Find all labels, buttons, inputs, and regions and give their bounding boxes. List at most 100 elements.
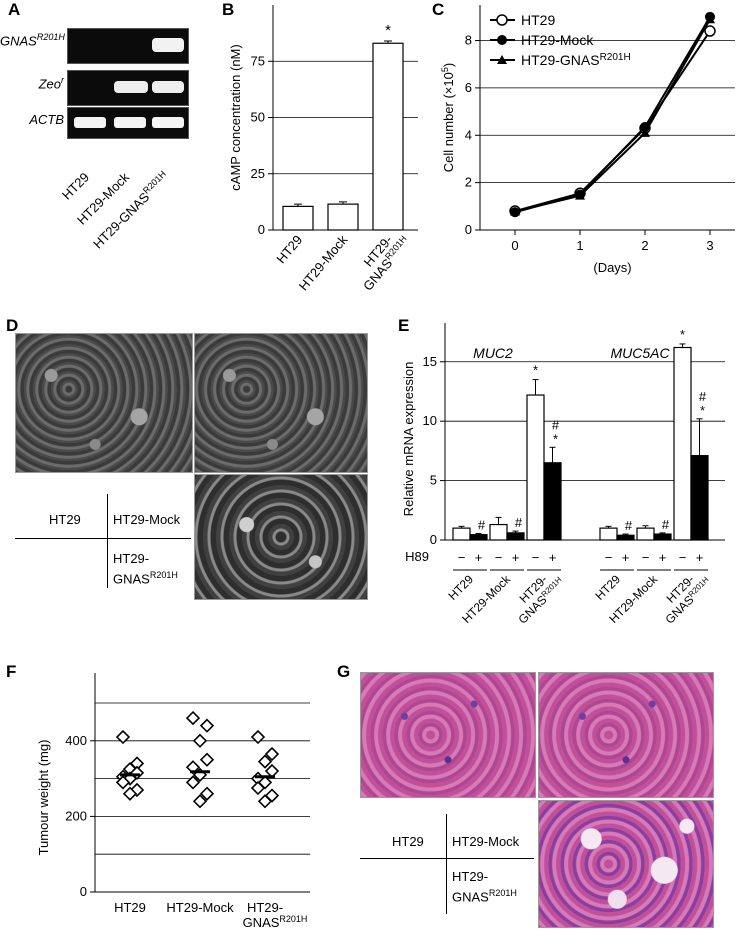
panel-label-a: A: [8, 0, 21, 19]
bar-e-0-2-plus: [543, 462, 562, 541]
ylabel-e: Relative mRNA expression: [401, 362, 416, 517]
gel-lane-gnas: [67, 28, 189, 64]
xtick-label-c-1: 1: [576, 238, 583, 253]
ylabel-f: Tumour weight (mg): [36, 740, 51, 856]
point-f-1-6: [185, 775, 201, 790]
bar-e-0-0-plus: [469, 534, 488, 541]
ytick-label-e-1: 5: [430, 473, 437, 488]
bar-b-0: [282, 205, 314, 231]
gel-band-actb-2: [114, 117, 146, 128]
bar-e-1-0-minus: [599, 527, 618, 541]
gel-row-label-zeo: Zeor: [38, 75, 64, 92]
point-f-1-0: [185, 710, 201, 726]
ytick-label-e-2: 10: [423, 413, 437, 428]
ytick-label-f-0: 0: [80, 884, 87, 899]
panel-label-d: D: [6, 316, 19, 335]
bar-e-0-2-minus: [526, 394, 545, 541]
legend-label-c-2-sup: R201H: [600, 52, 631, 63]
ytick-label-b-2: 50: [251, 110, 265, 125]
ytick-label-b-0: 0: [258, 222, 265, 237]
mark-e-0-0-plus: #: [478, 517, 486, 532]
mark-e-0-2-minus: *: [533, 363, 538, 378]
point-f-1-3: [199, 752, 215, 767]
gel-lane-actb: [67, 107, 189, 139]
micrograph-d-gnas: [194, 474, 368, 600]
key-d-ht29: HT29: [49, 512, 81, 527]
key-d-hline: [15, 538, 191, 539]
key-d-vline: [107, 494, 108, 588]
legend-label-c-2: HT29-GNASR201H: [521, 52, 631, 69]
legend-label-c-0: HT29: [521, 12, 555, 28]
bar-b-2: [372, 42, 404, 231]
point-f-1-8: [192, 794, 208, 809]
point-c-0-3: [704, 25, 716, 37]
mark-e-0-1-plus: #: [515, 515, 523, 530]
treat-e-1-2-plus: +: [696, 550, 704, 565]
ytick-label-b-1: 25: [251, 166, 265, 181]
gel-band-zeo-2: [114, 81, 148, 93]
micrograph-g-gnas: [538, 800, 714, 928]
xtick-label-b-2: HT29-GNASR201H: [360, 232, 409, 293]
xtick-label-f-2-l2: GNASR201H: [243, 914, 308, 930]
point-f-0-8: [122, 786, 138, 801]
treatment-label-e: H89: [405, 549, 429, 564]
key-g-vline: [446, 814, 447, 914]
treat-e-0-0-plus: +: [475, 550, 483, 565]
key-g-mock: HT29-Mock: [452, 834, 520, 849]
gene-label-e-0: MUC2: [473, 345, 513, 361]
mark-e-1-2-minus: *: [680, 327, 685, 342]
xtick-label-b-0: HT29: [273, 232, 305, 266]
point-f-2-8: [257, 794, 273, 809]
legend-label-c-2-main: HT29-GNAS: [521, 52, 600, 68]
point-f-2-6: [250, 780, 266, 796]
micrograph-g-ht29: [360, 672, 536, 798]
xtick-label-c-2: 2: [641, 238, 648, 253]
point-f-0-0: [115, 729, 131, 745]
gel-band-actb-1: [74, 117, 106, 128]
treat-e-0-0-minus: −: [458, 550, 466, 565]
legend-label-c-0-main: HT29: [521, 12, 555, 28]
key-d-mock: HT29-Mock: [113, 512, 181, 527]
mark-e-1-2-plus-1: #: [699, 389, 707, 404]
point-c-2-2: [640, 127, 650, 137]
mark-e-0-2-plus-1: #: [552, 417, 560, 432]
legend-marker-c-1: [497, 35, 507, 45]
mark-e-1-1-plus: #: [662, 517, 670, 532]
legend-marker-c-0: [496, 14, 508, 26]
chart-f-tumour: 0 200 400 Tumour weight (mg) HT29 HT29-Mock HT…: [36, 673, 310, 930]
panel-label-f: F: [6, 662, 17, 681]
xtick-label-e-1-0: HT29: [592, 572, 623, 603]
ytick-label-f-1: 200: [65, 808, 87, 823]
sig-b-2: *: [385, 22, 391, 39]
bar-b-1: [327, 203, 359, 231]
treat-e-1-1-plus: +: [659, 550, 667, 565]
xtick-label-f-2-l1: HT29-: [247, 900, 283, 915]
treat-e-1-1-minus: −: [642, 550, 650, 565]
gel-band-zeo-3: [152, 81, 184, 93]
gel-lane-labels: HT29 HT29-Mock HT29-GNASR201H: [59, 169, 168, 252]
point-f-2-2: [257, 754, 273, 769]
ytick-label-c-2: 4: [465, 127, 472, 142]
xtick-label-f-1: HT29-Mock: [166, 900, 234, 915]
key-g-gnas: HT29- GNASR201H: [452, 869, 517, 905]
ytick-label-c-1: 2: [465, 175, 472, 190]
bar-e-1-1-minus: [636, 527, 655, 541]
treat-e-0-1-minus: −: [495, 550, 503, 565]
point-c-2-0: [510, 206, 520, 216]
bar-e-0-1-minus: [489, 523, 508, 541]
bar-e-1-0-plus: [616, 534, 635, 541]
panel-label-c: C: [432, 0, 445, 19]
bar-e-0-1-plus: [506, 532, 525, 541]
panel-label-e: E: [398, 316, 410, 335]
xtick-label-c-3: 3: [706, 238, 713, 253]
gel-band-gnas-3: [152, 38, 184, 52]
micrograph-d-key: HT29 HT29-Mock HT29- GNASR201H: [15, 474, 191, 598]
panel-label-g: G: [337, 662, 351, 681]
xtick-label-f-0: HT29: [114, 900, 146, 915]
xtick-label-f-2-main: GNAS: [243, 915, 280, 930]
gel-lane-label-ht29: HT29: [59, 170, 92, 203]
gene-label-e-1: MUC5AC: [610, 345, 670, 361]
xtick-label-e-0-2: HT29-GNASR201H: [516, 572, 564, 626]
point-f-0-6: [115, 775, 131, 790]
point-c-2-3: [705, 14, 715, 24]
